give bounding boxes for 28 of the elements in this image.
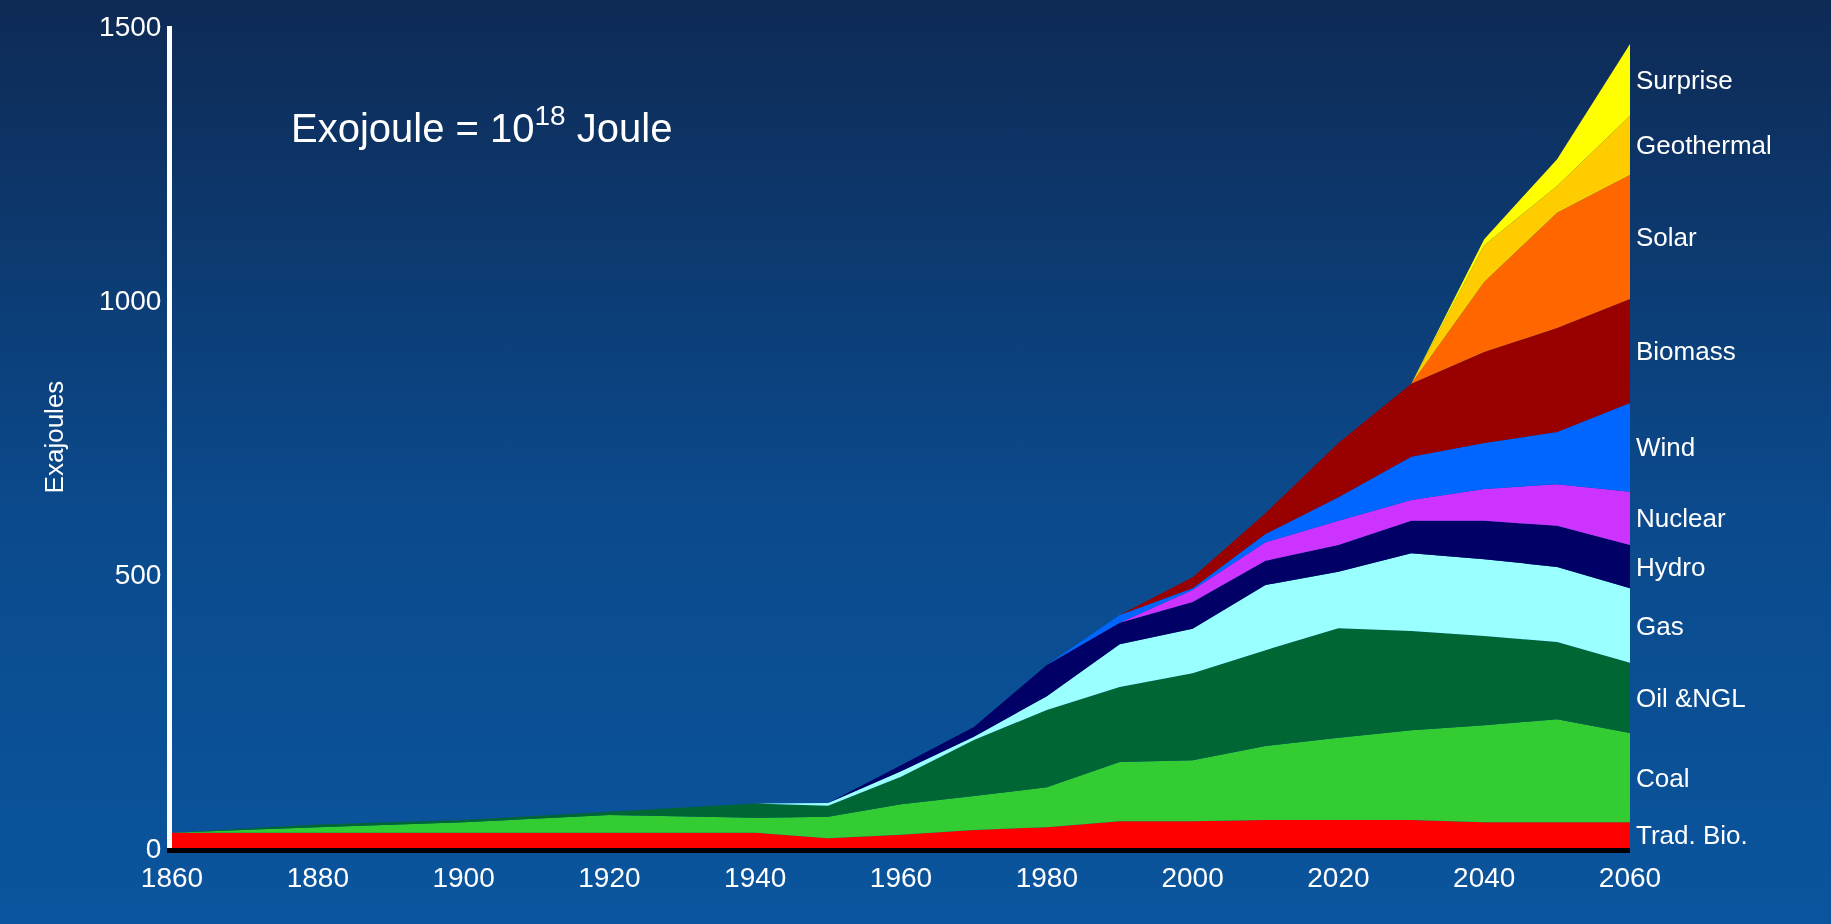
x-tick-label: 1880: [286, 861, 349, 893]
x-tick-label: 1940: [724, 861, 787, 893]
y-tick-label: 1500: [99, 10, 162, 42]
y-tick-label: 1000: [99, 284, 162, 316]
y-tick-label: 0: [145, 832, 162, 864]
series-label: Geothermal: [1636, 130, 1772, 160]
series-label: Oil &NGL: [1636, 683, 1746, 713]
x-tick-label: 2020: [1307, 861, 1370, 893]
series-label: Coal: [1636, 763, 1690, 793]
series-label: Biomass: [1636, 336, 1736, 366]
x-tick-label: 2040: [1453, 861, 1516, 893]
x-tick-label: 1900: [432, 861, 495, 893]
x-tick-label: 1860: [140, 861, 204, 893]
annotation: Exojoule = 10$^{18}$ Joule: [291, 100, 673, 150]
series-label: Trad. Bio.: [1636, 820, 1748, 850]
x-tick-label: 1920: [578, 861, 641, 893]
series-label: Nuclear: [1636, 503, 1726, 533]
x-tick-label: 2060: [1598, 861, 1662, 893]
x-tick-label: 1960: [869, 861, 933, 893]
x-tick-label: 1980: [1015, 861, 1078, 893]
series-label: Solar: [1636, 222, 1698, 252]
series-label: Hydro: [1636, 552, 1706, 582]
y-tick-label: 500: [114, 558, 162, 590]
series-label: Gas: [1636, 611, 1684, 641]
x-tick-label: 2000: [1161, 861, 1224, 893]
series-label: Wind: [1636, 432, 1696, 462]
series-label: Surprise: [1636, 65, 1733, 95]
y-axis-title: Exajoules: [38, 380, 69, 494]
